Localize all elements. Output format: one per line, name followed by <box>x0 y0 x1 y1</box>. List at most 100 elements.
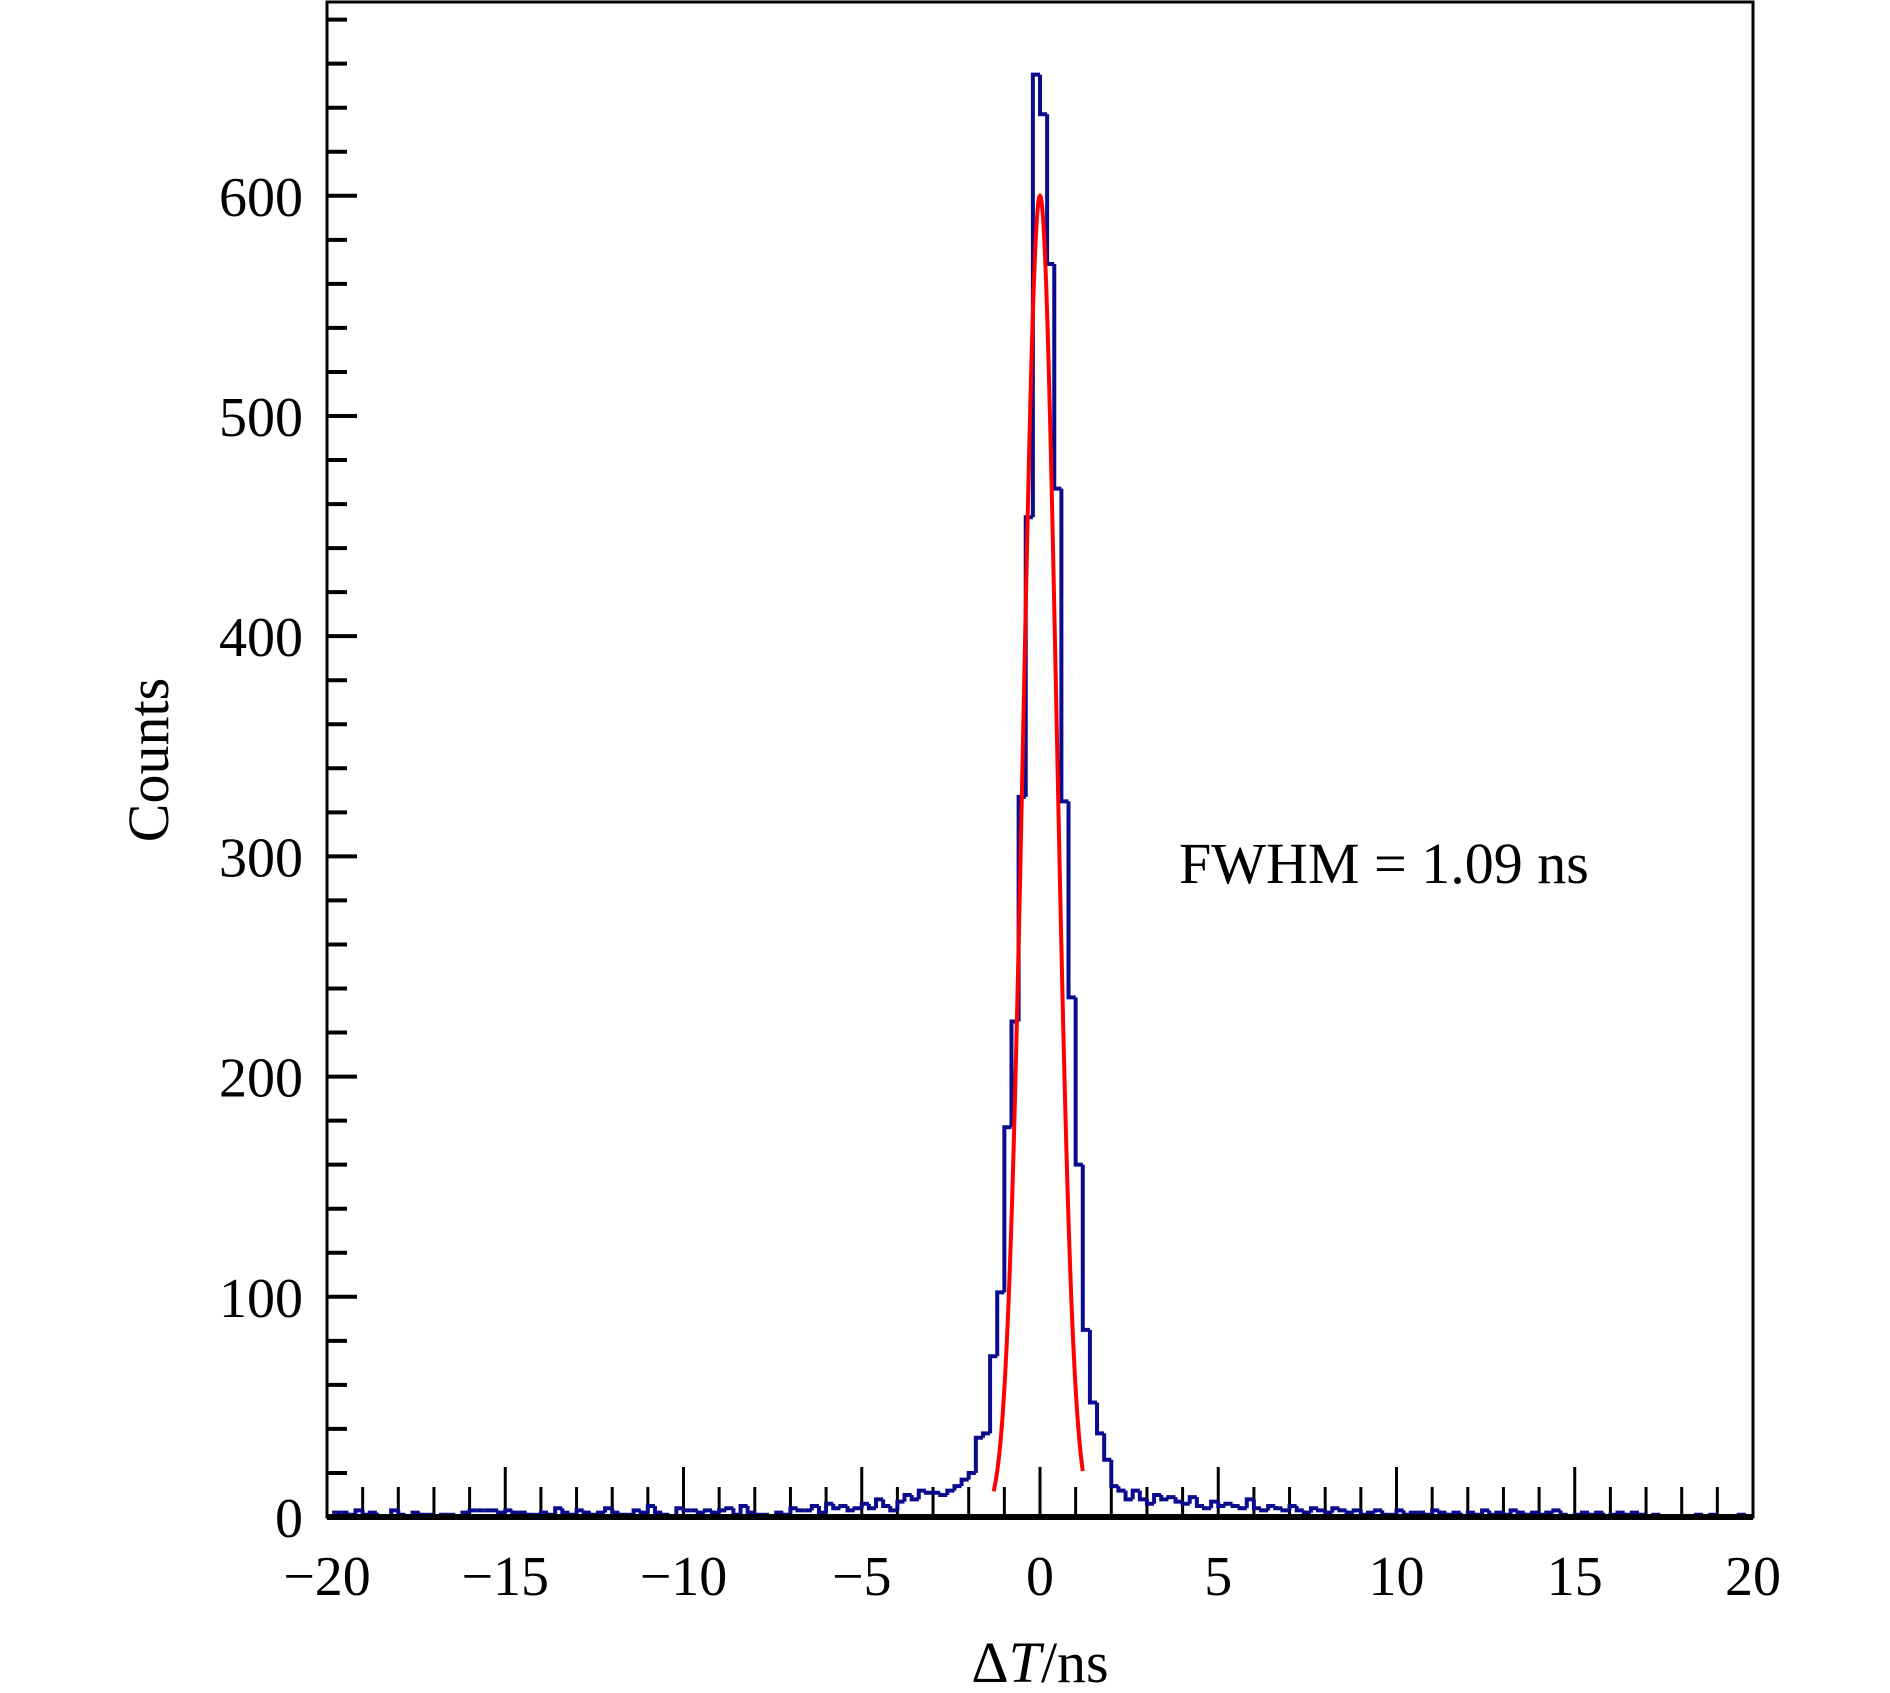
histogram-bin <box>1201 1505 1212 1511</box>
gaussian-fit-curve <box>991 192 1085 1492</box>
histogram-bin <box>916 1488 926 1500</box>
histogram-bin <box>902 1492 912 1502</box>
x-tick-label: −10 <box>640 1546 728 1608</box>
histogram-bin <box>995 1290 1005 1357</box>
x-tick-label: 10 <box>1369 1546 1425 1608</box>
histogram-bin <box>1052 264 1062 491</box>
histogram-bin <box>1209 1499 1219 1509</box>
y-tick-labels: 0 100 200 300 400 500 600 <box>219 167 303 1550</box>
histogram-bin <box>1273 1505 1283 1511</box>
histogram-bin <box>1073 997 1083 1167</box>
plot-frame <box>325 0 1755 1519</box>
histogram-bin <box>1123 1490 1133 1502</box>
histogram-bin <box>1251 1499 1262 1511</box>
histogram-bin <box>923 1490 934 1495</box>
histogram-bin <box>866 1503 877 1511</box>
histogram-bin <box>938 1492 948 1497</box>
histogram-bin <box>959 1477 969 1487</box>
histogram-series <box>327 72 1753 1519</box>
histogram-bin <box>909 1494 919 1502</box>
histogram-bin <box>1102 1433 1112 1462</box>
histogram-bin <box>1373 1508 1383 1513</box>
histogram-bin <box>874 1497 884 1509</box>
histogram-bin <box>1259 1508 1269 1513</box>
histogram-bin <box>510 1510 520 1515</box>
y-tick-label: 400 <box>219 607 303 669</box>
histogram-bin <box>809 1503 819 1511</box>
x-axis-title: ΔT/ns <box>971 1630 1108 1693</box>
y-axis-title: Counts <box>116 678 181 842</box>
histogram-bin <box>1437 1510 1447 1515</box>
histogram-bin <box>973 1435 983 1473</box>
histogram-bin <box>824 1501 834 1513</box>
histogram-bin <box>859 1501 869 1509</box>
histogram-bin <box>1059 488 1069 804</box>
axis-ticks <box>325 17 1755 1519</box>
histogram-bin <box>1002 1125 1012 1293</box>
histogram-bin <box>1080 1164 1090 1332</box>
histogram-bin <box>1144 1499 1155 1506</box>
x-tick-labels: −20 −15 −10 −5 0 5 10 15 20 <box>283 1546 1781 1608</box>
histogram-bin <box>1152 1492 1162 1504</box>
histogram-bin <box>1045 114 1055 267</box>
histogram-bin <box>1130 1488 1140 1500</box>
histogram-bin <box>724 1506 734 1511</box>
histogram-bin <box>553 1506 563 1515</box>
histogram-bin <box>574 1508 584 1515</box>
histogram-bin <box>1216 1501 1226 1508</box>
histogram-bin <box>581 1510 591 1515</box>
histogram-bin <box>503 1508 513 1513</box>
histogram-bin <box>610 1508 620 1515</box>
x-tick-label: −15 <box>461 1546 549 1608</box>
histogram-bin <box>1223 1501 1233 1506</box>
histogram-bin <box>1316 1508 1326 1513</box>
x-tick-label: 5 <box>1204 1546 1232 1608</box>
histogram-bin <box>1087 1329 1098 1405</box>
histogram-bin <box>702 1508 713 1513</box>
histogram-bin <box>1515 1510 1525 1515</box>
histogram-bin <box>560 1508 570 1515</box>
histogram-bin <box>895 1499 905 1511</box>
histogram-bin <box>888 1505 898 1513</box>
histogram-bin <box>1187 1495 1197 1504</box>
y-tick-label: 500 <box>219 387 303 449</box>
histogram-bin <box>738 1503 748 1515</box>
x-tick-label: −5 <box>832 1546 892 1608</box>
histogram-bin <box>1230 1503 1240 1508</box>
histogram-bin <box>645 1503 655 1513</box>
histogram-bin <box>1394 1508 1404 1515</box>
histogram-bin <box>881 1499 891 1508</box>
x-tick-label: 20 <box>1725 1546 1781 1608</box>
histogram-bin <box>1280 1508 1290 1513</box>
histogram-bin <box>852 1506 862 1511</box>
histogram-bin <box>353 1508 363 1515</box>
histogram-bin <box>496 1510 506 1515</box>
histogram-bin <box>945 1488 955 1495</box>
histogram-bin <box>988 1354 998 1434</box>
histogram-bin <box>1551 1508 1561 1513</box>
y-tick-label: 600 <box>219 167 303 229</box>
y-tick-label: 300 <box>219 827 303 889</box>
histogram-bin <box>681 1508 691 1513</box>
histogram-bin <box>1244 1497 1254 1509</box>
histogram-bin <box>467 1508 477 1513</box>
histogram-bin <box>717 1508 727 1513</box>
histogram-bin <box>1308 1506 1319 1513</box>
x-tick-label: 15 <box>1547 1546 1603 1608</box>
histogram-bin <box>795 1508 805 1513</box>
histogram-bin <box>745 1505 755 1515</box>
histogram-bin <box>1508 1508 1518 1515</box>
histogram-bin <box>816 1505 827 1515</box>
y-tick-label: 0 <box>275 1488 303 1550</box>
histogram-bin <box>1109 1459 1119 1489</box>
histogram-bin <box>1066 801 1076 1000</box>
histogram-bin <box>1294 1505 1304 1513</box>
histogram-bin <box>638 1510 648 1515</box>
histogram-bin <box>966 1470 976 1480</box>
histogram-bin <box>1194 1497 1204 1508</box>
histogram-bin <box>1287 1503 1297 1511</box>
histogram-bin <box>980 1431 991 1438</box>
histogram-bin <box>631 1508 641 1515</box>
histogram-bin <box>1237 1505 1247 1511</box>
